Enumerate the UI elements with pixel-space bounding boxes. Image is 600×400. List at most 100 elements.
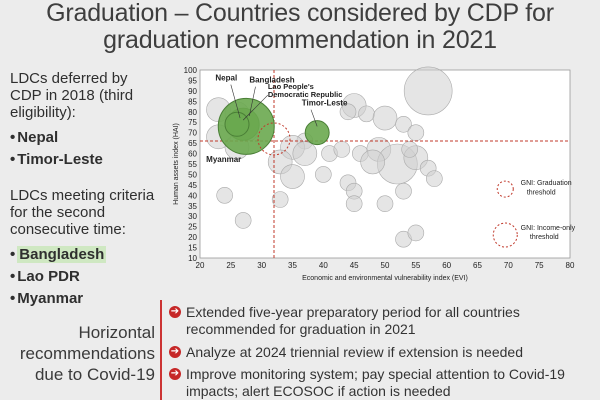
leader-line [249,86,256,117]
recommendation-item: ➔ Extended five-year preparatory period … [169,304,592,338]
data-point [234,212,252,229]
data-point [376,195,394,212]
x-tick-label: 65 [473,261,482,270]
y-tick-label: 10 [188,254,197,263]
leader-line [230,84,241,119]
data-point [339,103,357,121]
y-tick-label: 95 [188,76,197,85]
recommendation-text-3: Improve monitoring system; pay special a… [186,366,565,399]
label-lao-1: Lao People's [268,82,314,91]
legend-graduation-label-2: threshold [527,189,556,196]
x-tick-label: 60 [442,261,451,270]
list-item: • Timor-Leste [10,151,103,168]
y-tick-label: 15 [188,244,197,253]
legend-income-label-1: GNI: Income-only [521,225,576,232]
recommendation-item: ➔ Analyze at 2024 triennial review if ex… [169,344,592,361]
x-tick-label: 75 [535,261,544,270]
arrow-icon: ➔ [169,346,181,358]
list-item: • Myanmar [10,290,84,307]
deferred-list: • Nepal • Timor-Leste [10,127,160,171]
list-item: • Bangladesh [10,246,107,263]
y-tick-label: 100 [184,66,198,75]
leader-line [310,109,318,127]
recommendation-text-2: Analyze at 2024 triennial review if exte… [186,344,523,360]
data-point [345,195,363,212]
y-tick-label: 60 [188,150,197,159]
y-tick-label: 50 [188,170,197,179]
label-timor: Timor-Leste [302,99,348,108]
data-point [333,141,351,158]
meeting-list: • Bangladesh • Lao PDR • Myanmar [10,244,160,310]
scatter-chart: 20 25 30 35 40 45 50 55 60 65 70 75 8010152025303540… [173,66,576,282]
data-point [292,141,318,166]
y-tick-label: 55 [188,160,197,169]
x-tick-label: 80 [566,261,575,270]
data-point [360,149,385,175]
y-tick-label: 70 [188,129,197,138]
x-tick-label: 40 [319,261,328,270]
highlight-point [257,122,291,156]
data-point [216,187,233,204]
slide-title: Graduation – Countries considered by CDP… [0,0,600,54]
deferred-item-nepal: Nepal [17,129,59,146]
meeting-item-lao: Lao PDR [17,268,80,285]
deferred-item-timor: Timor-Leste [17,151,103,168]
x-axis-label: Economic and environmental vulnerability… [302,275,468,282]
x-tick-label: 50 [381,261,390,270]
data-point [280,164,305,189]
recommendation-text-1: Extended five-year preparatory period fo… [186,304,520,337]
arrow-icon: ➔ [169,368,181,380]
data-point [395,182,412,200]
list-item: • Lao PDR [10,268,80,285]
left-column: LDCs deferred by CDP in 2018 (third elig… [10,70,160,310]
data-point [395,116,412,133]
highlight-point [224,111,250,137]
x-tick-label: 20 [196,261,205,270]
data-point [407,124,425,141]
data-point [271,191,289,208]
legend-income-icon [492,222,518,248]
y-tick-label: 35 [188,202,197,211]
data-point [401,141,418,158]
deferred-text: LDCs deferred by CDP in 2018 (third elig… [10,70,134,121]
label-nepal: Nepal [215,73,237,82]
horizontal-title: Horizontal recommendations due to Covid-… [19,323,155,384]
legend-graduation-icon [496,180,514,198]
recommendation-item: ➔ Improve monitoring system; pay special… [169,366,592,400]
title-line-1: Graduation – Countries considered by CDP… [46,0,554,27]
y-tick-label: 45 [188,181,197,190]
title-line-2: graduation recommendation in 2021 [103,26,497,54]
y-tick-label: 30 [188,212,197,221]
data-point [358,105,375,123]
y-tick-label: 20 [188,233,197,242]
data-point [372,105,398,131]
meeting-text: LDCs meeting criteria for the second con… [10,187,155,238]
legend-graduation-label-1: GNI: Graduation [521,180,572,187]
y-axis-label: Human assets index (HAI) [173,123,180,205]
x-tick-label: 45 [350,261,359,270]
x-tick-label: 25 [226,261,235,270]
data-point [315,166,332,183]
highlight-point [304,120,330,146]
y-tick-label: 75 [188,118,197,127]
leader-line [242,94,269,121]
y-tick-label: 90 [188,87,197,96]
y-tick-label: 80 [188,108,197,117]
legend-income-label-2: threshold [530,234,559,241]
label-lao-2: Democratic Republic [268,90,343,99]
y-tick-label: 85 [188,97,197,106]
data-point [407,224,425,242]
arrow-icon: ➔ [169,306,181,318]
data-point [426,170,443,187]
label-bangladesh: Bangladesh [249,76,294,85]
list-item: • Nepal [10,129,59,146]
label-myanmar: Myanmar [206,155,241,164]
y-tick-label: 65 [188,139,197,148]
x-tick-label: 30 [257,261,266,270]
y-tick-label: 40 [188,191,197,200]
x-tick-label: 55 [411,261,420,270]
x-tick-label: 70 [504,261,513,270]
meeting-item-myanmar: Myanmar [17,290,84,307]
x-tick-label: 35 [288,261,297,270]
meeting-item-bangladesh: Bangladesh [17,246,107,263]
